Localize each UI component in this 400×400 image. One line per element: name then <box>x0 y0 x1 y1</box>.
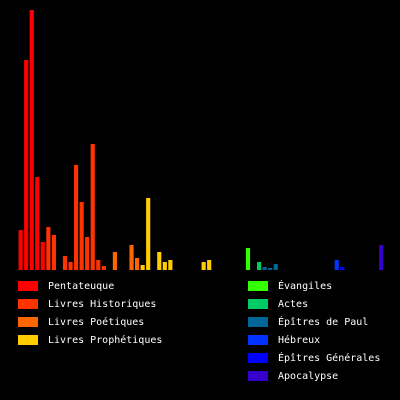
bar <box>140 265 145 270</box>
bar <box>40 242 45 270</box>
legend-label: Livres Historiques <box>48 299 156 310</box>
legend-swatch <box>18 281 38 291</box>
legend-label: Hébreux <box>278 334 320 346</box>
bar <box>62 256 68 270</box>
legend-label: Apocalypse <box>278 371 338 382</box>
legend-swatch <box>248 335 268 345</box>
legend-swatch <box>18 317 38 327</box>
bar <box>18 230 23 270</box>
bar <box>74 165 79 270</box>
legend-swatch <box>248 353 268 363</box>
bar <box>79 202 84 270</box>
bar <box>112 252 117 270</box>
bar <box>168 260 173 270</box>
bar <box>334 260 339 270</box>
legend-label: Livres Prophétiques <box>48 334 162 346</box>
legend-label: Pentateuque <box>48 281 114 292</box>
bar <box>29 10 34 270</box>
bar <box>68 262 73 270</box>
legend-label: Épîtres de Paul <box>278 315 368 328</box>
bar <box>157 252 162 270</box>
legend-swatch <box>248 281 268 291</box>
bar <box>90 144 95 270</box>
bar <box>85 237 90 270</box>
bar <box>245 248 251 270</box>
bar <box>201 262 206 270</box>
bar <box>207 260 212 270</box>
bar <box>379 245 384 270</box>
bar <box>146 198 151 270</box>
bar <box>24 60 29 270</box>
legend-swatch <box>248 299 268 309</box>
legend-swatch <box>248 371 268 381</box>
legend-swatch <box>248 317 268 327</box>
bar <box>101 266 106 270</box>
bar <box>340 267 345 270</box>
legend-label: Épîtres Générales <box>278 351 380 364</box>
legend-swatch <box>18 335 38 345</box>
legend-label: Actes <box>278 299 308 310</box>
bar <box>162 262 167 270</box>
bar <box>46 227 51 270</box>
legend-label: Évangiles <box>278 279 332 292</box>
bar <box>257 262 262 270</box>
bar <box>273 264 278 270</box>
bar <box>135 258 140 270</box>
legend-label: Livres Poétiques <box>48 316 144 328</box>
bar <box>268 268 273 270</box>
bar <box>96 260 101 270</box>
bar <box>129 245 134 270</box>
legend-swatch <box>18 299 38 309</box>
bar <box>262 267 267 270</box>
bar <box>35 177 40 270</box>
bar <box>51 235 56 270</box>
